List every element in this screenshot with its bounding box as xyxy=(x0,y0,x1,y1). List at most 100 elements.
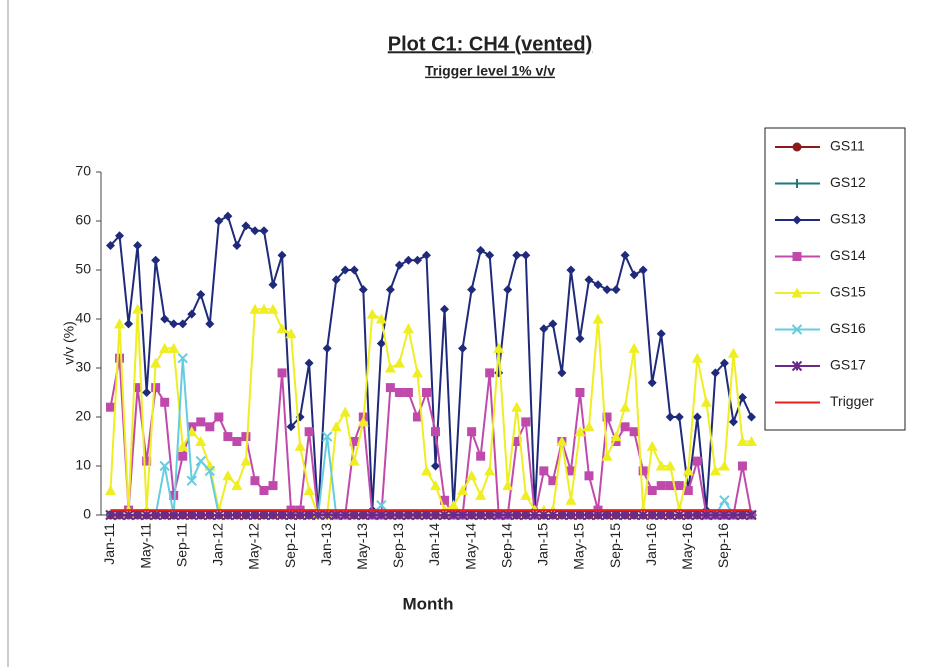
data-point xyxy=(611,437,621,446)
chart-subtitle: Trigger level 1% v/v xyxy=(425,63,555,79)
data-point xyxy=(330,421,342,432)
data-point xyxy=(611,285,621,295)
data-point xyxy=(521,250,531,260)
data-point xyxy=(267,509,279,521)
data-point xyxy=(610,509,622,521)
data-point xyxy=(466,509,477,521)
data-point xyxy=(556,436,568,446)
data-point xyxy=(584,471,594,481)
data-point xyxy=(566,466,576,476)
data-point xyxy=(258,303,270,314)
data-point xyxy=(385,383,395,393)
data-point xyxy=(159,342,171,353)
data-point xyxy=(718,460,730,471)
data-point xyxy=(592,313,604,324)
data-point xyxy=(610,431,622,442)
x-tick-label: Jan-11 xyxy=(101,523,117,565)
data-point xyxy=(303,485,315,495)
data-point xyxy=(150,509,161,521)
data-point xyxy=(736,436,748,446)
data-point xyxy=(493,342,505,353)
data-point xyxy=(566,265,576,275)
data-point xyxy=(737,392,747,402)
x-tick-label: Sep-14 xyxy=(498,523,514,568)
data-point xyxy=(412,255,422,265)
data-point xyxy=(420,465,432,476)
data-point xyxy=(241,221,251,231)
data-point xyxy=(539,466,549,476)
data-point xyxy=(294,509,306,521)
data-point xyxy=(268,481,278,491)
data-point xyxy=(484,509,495,521)
data-point xyxy=(467,427,477,437)
data-point xyxy=(440,495,450,505)
data-point xyxy=(710,509,721,521)
data-point xyxy=(214,216,224,226)
data-point xyxy=(466,470,478,481)
data-point xyxy=(421,250,431,260)
data-point xyxy=(277,250,287,260)
legend-marker xyxy=(791,324,803,335)
data-point xyxy=(394,388,404,397)
legend-label: GS11 xyxy=(830,138,865,154)
data-point xyxy=(520,489,532,500)
x-tick-label: Sep-13 xyxy=(390,523,406,568)
data-point xyxy=(601,450,613,461)
data-point xyxy=(195,436,207,446)
data-point xyxy=(638,466,648,476)
x-tick-label: Jan-12 xyxy=(210,523,226,566)
data-point xyxy=(656,329,666,339)
data-point xyxy=(286,422,296,432)
data-point xyxy=(115,353,125,363)
data-point xyxy=(664,460,676,471)
x-tick-label: Sep-16 xyxy=(715,523,731,568)
data-point xyxy=(412,412,422,422)
x-tick-label: May-15 xyxy=(571,523,587,570)
x-tick-label: Jan-14 xyxy=(426,523,442,566)
data-point xyxy=(520,509,531,521)
data-point xyxy=(249,303,261,314)
data-point xyxy=(647,378,657,388)
data-point xyxy=(665,412,675,422)
data-point xyxy=(719,495,730,506)
data-point xyxy=(503,285,513,295)
y-tick-label: 70 xyxy=(75,163,91,179)
data-point xyxy=(637,509,649,521)
data-point xyxy=(223,432,233,442)
data-point xyxy=(746,412,756,422)
data-point xyxy=(232,241,242,250)
data-point xyxy=(160,314,170,324)
data-point xyxy=(376,339,386,348)
x-tick-label: May-13 xyxy=(354,523,370,570)
data-point xyxy=(592,509,604,521)
data-point xyxy=(196,290,206,299)
data-point xyxy=(485,368,495,378)
data-point xyxy=(340,265,350,275)
data-point xyxy=(700,396,712,407)
data-point xyxy=(214,412,224,422)
data-point xyxy=(709,465,721,476)
data-point xyxy=(440,304,450,314)
data-point xyxy=(115,231,125,241)
data-point xyxy=(105,485,117,495)
legend-label: GS15 xyxy=(830,284,866,300)
data-point xyxy=(728,509,739,521)
data-point xyxy=(502,480,514,491)
data-point xyxy=(511,509,522,521)
data-point xyxy=(276,509,288,521)
data-point xyxy=(403,509,414,521)
data-point xyxy=(123,509,134,521)
data-point xyxy=(303,509,315,521)
data-point xyxy=(665,509,676,521)
data-point xyxy=(565,494,577,505)
data-point xyxy=(150,357,162,368)
data-point xyxy=(646,509,658,521)
x-tick-label: May-14 xyxy=(462,523,478,570)
data-point xyxy=(168,342,180,353)
legend-marker xyxy=(792,215,802,225)
data-point xyxy=(655,460,667,471)
data-point xyxy=(647,486,657,495)
data-point xyxy=(403,255,413,265)
legend-label: GS13 xyxy=(830,211,866,227)
data-point xyxy=(358,509,369,521)
